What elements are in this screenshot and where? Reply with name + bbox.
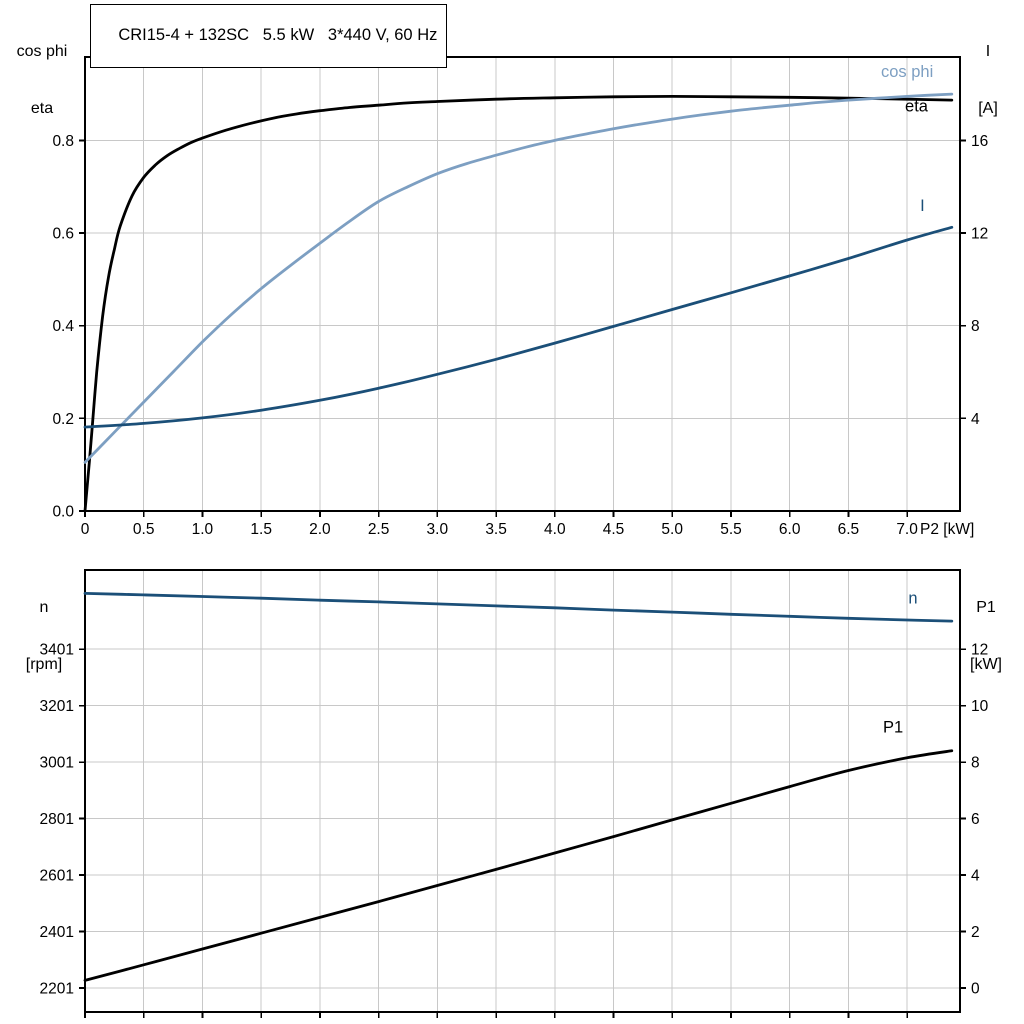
axis-title-speed-unit: [rpm] <box>25 656 63 673</box>
curve-label-i: I <box>920 197 925 215</box>
x-tick-label: 2.5 <box>368 521 390 538</box>
x-tick-label: 0 <box>81 521 90 538</box>
x-tick-label: 1.0 <box>192 521 214 538</box>
x-tick-label: 0.5 <box>133 521 155 538</box>
left-tick-label: 3401 <box>40 642 74 659</box>
right-tick-label: 12 <box>971 642 988 659</box>
x-tick-label: 2.0 <box>309 521 331 538</box>
curve-cos-phi <box>83 92 954 464</box>
axis-title-current-unit: [A] <box>978 100 998 117</box>
left-tick-label: 2801 <box>40 811 74 828</box>
x-tick-label: 6.0 <box>779 521 801 538</box>
top-left-axis-title: cos phi eta <box>4 4 80 156</box>
axis-title-cos-phi: cos phi <box>16 43 68 60</box>
axis-title-p1: P1 <box>976 599 996 616</box>
curve-eta <box>83 95 954 513</box>
left-tick-label: 0.2 <box>52 411 74 428</box>
top-chart: 0 0.5 1.0 1.5 2.0 2.5 3.0 3.5 4.0 4.5 5.0 5.5 6.0 6.5… <box>52 56 988 538</box>
right-tick-label: 8 <box>971 318 980 335</box>
x-tick-label: 3.5 <box>485 521 507 538</box>
x-tick-label: 7.0 <box>896 521 918 538</box>
curve-label-eta: eta <box>905 98 929 116</box>
x-tick-label: 4.0 <box>544 521 566 538</box>
left-tick-label: 0.6 <box>52 226 74 243</box>
left-tick-label: 2601 <box>40 868 74 885</box>
bottom-left-axis-title: n [rpm] <box>6 560 82 712</box>
curve-i <box>83 225 954 429</box>
x-tick-label: 6.5 <box>838 521 860 538</box>
x-axis-label: P2 [kW] <box>920 521 974 538</box>
left-tick-label: 0.4 <box>52 318 74 335</box>
curve-label-n: n <box>908 590 917 608</box>
right-tick-label: 0 <box>971 981 980 998</box>
right-tick-label: 4 <box>971 868 980 885</box>
right-tick-label: 16 <box>971 133 988 150</box>
x-tick-label: 4.5 <box>603 521 625 538</box>
axis-title-eta: eta <box>30 100 54 117</box>
chart-title-box: CRI15-4 + 132SC 5.5 kW 3*440 V, 60 Hz <box>90 4 448 68</box>
axis-title-p1-unit: [kW] <box>970 656 1002 673</box>
left-tick-label: 3201 <box>40 698 74 715</box>
curve-label-p1: P1 <box>883 718 903 736</box>
curve-label-cos-phi: cos phi <box>881 63 933 81</box>
left-tick-label: 2401 <box>40 924 74 941</box>
bottom-right-axis-title: P1 [kW] <box>954 560 1018 712</box>
right-tick-label: 4 <box>971 411 980 428</box>
right-tick-label: 8 <box>971 755 980 772</box>
curve-n <box>83 592 954 623</box>
x-tick-label: 3.0 <box>427 521 449 538</box>
chart-title: CRI15-4 + 132SC 5.5 kW 3*440 V, 60 Hz <box>118 26 438 44</box>
left-tick-label: 0.8 <box>52 133 74 150</box>
left-tick-label: 2201 <box>40 981 74 998</box>
left-tick-label: 3001 <box>40 755 74 772</box>
top-right-axis-title: I [A] <box>956 4 1020 156</box>
right-tick-label: 6 <box>971 811 980 828</box>
x-tick-label: 5.5 <box>720 521 742 538</box>
curve-p1 <box>83 749 954 982</box>
plot-frame <box>84 569 961 1013</box>
left-tick-label: 0.0 <box>52 504 74 521</box>
axis-title-speed: n <box>39 599 49 616</box>
bottom-chart: 2201 2401 2601 2801 3001 3201 3401 0 2 4 6 8 10 12 n P1 <box>40 569 989 1018</box>
right-tick-label: 10 <box>971 698 989 715</box>
plot-frame <box>84 56 961 512</box>
axis-title-current: I <box>985 43 991 60</box>
right-tick-label: 2 <box>971 924 980 941</box>
x-tick-label: 1.5 <box>250 521 272 538</box>
x-tick-label: 5.0 <box>661 521 683 538</box>
right-tick-label: 12 <box>971 226 988 243</box>
